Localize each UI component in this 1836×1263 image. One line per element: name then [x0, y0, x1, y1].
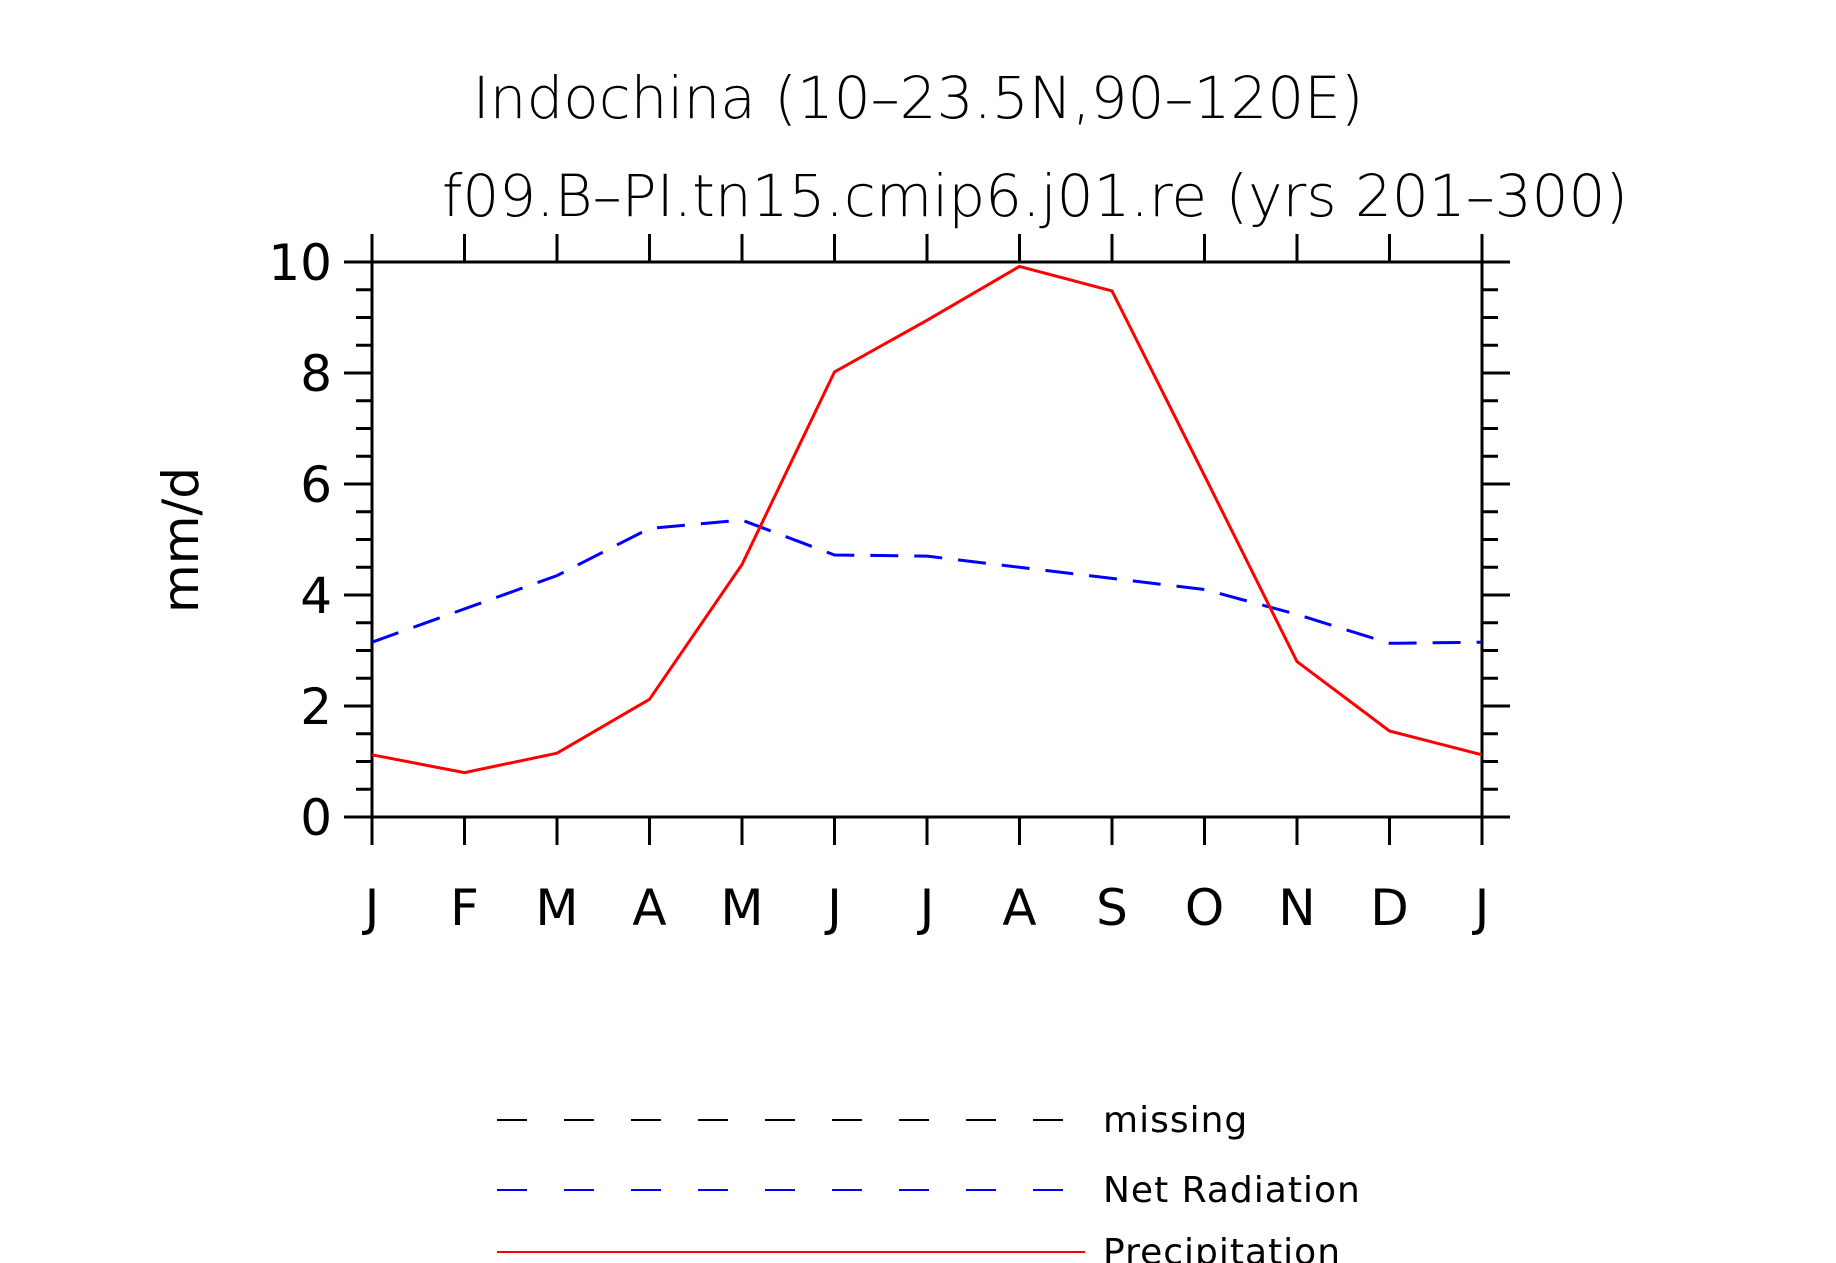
plot-frame — [370, 260, 1484, 819]
x-tick-label: S — [1096, 879, 1128, 937]
x-tick-label: M — [535, 879, 578, 937]
y-tick-label: 10 — [268, 234, 332, 292]
y-tick-label: 8 — [300, 345, 332, 403]
legend-label-missing: missing — [1103, 1100, 1248, 1141]
axis-ticks — [344, 234, 1510, 845]
legend-label-precipitation: Precipitation — [1103, 1232, 1341, 1263]
series-line-net-radiation — [371, 518, 1483, 645]
y-tick-label: 4 — [300, 567, 332, 625]
chart-title: Indochina (10–23.5N,90–120E) — [473, 64, 1364, 132]
y-axis-label: mm/d — [152, 467, 210, 613]
x-tick-label: N — [1278, 879, 1315, 937]
x-tick-label: D — [1370, 879, 1409, 937]
y-tick-label: 6 — [300, 456, 332, 514]
x-tick-label: J — [362, 879, 380, 937]
series-lines — [371, 264, 1483, 775]
x-tick-label: M — [720, 879, 763, 937]
y-tick-label: 0 — [300, 789, 332, 847]
x-tick-label: J — [1472, 879, 1490, 937]
x-tick-label: J — [824, 879, 842, 937]
chart-subtitle: f09.B–PI.tn15.cmip6.j01.re (yrs 201–300) — [442, 162, 1628, 230]
legend-label-net-radiation: Net Radiation — [1103, 1170, 1361, 1211]
x-tick-label: O — [1185, 879, 1224, 937]
plot-border — [370, 260, 1484, 819]
x-tick-label: J — [917, 879, 935, 937]
legend: missing Net Radiation Precipitation — [497, 1100, 1361, 1263]
x-tick-label: A — [632, 879, 666, 937]
x-tick-label: A — [1002, 879, 1036, 937]
x-tick-label: F — [450, 879, 479, 937]
series-line-precipitation — [371, 264, 1483, 775]
y-tick-label: 2 — [300, 678, 332, 736]
